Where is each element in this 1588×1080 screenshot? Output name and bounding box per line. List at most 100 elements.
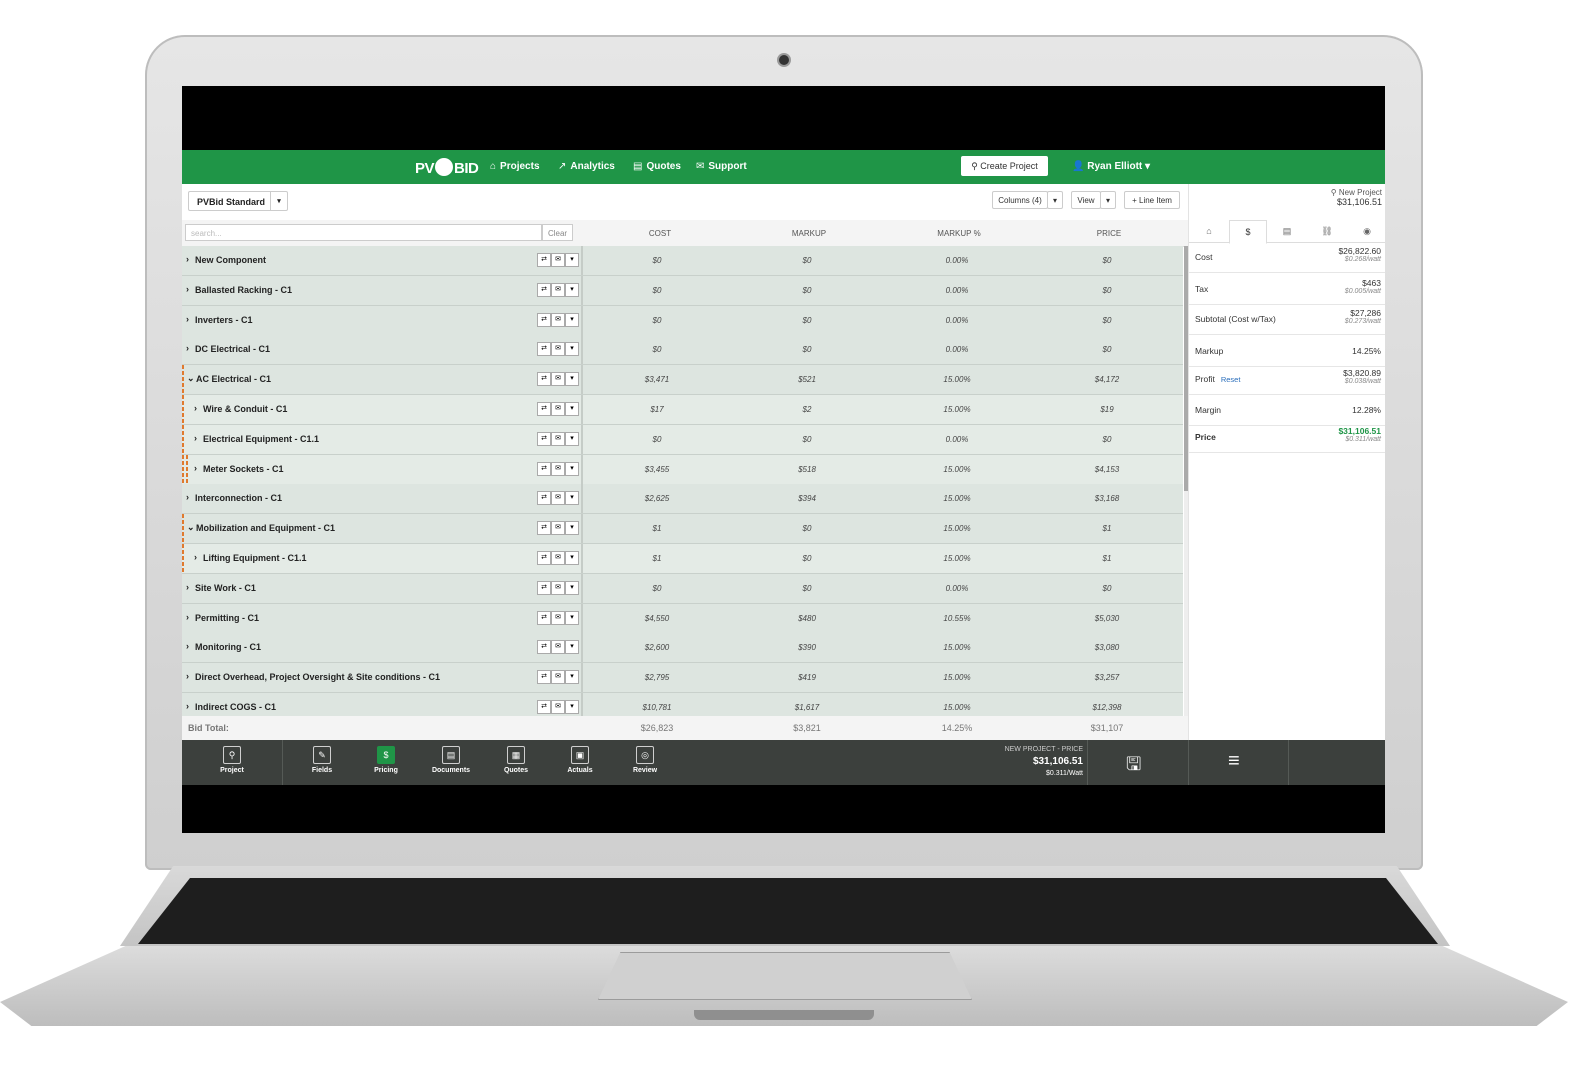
cell-price[interactable]: $4,153 (1094, 464, 1120, 474)
user-menu[interactable]: 👤 Ryan Elliott ▾ (1072, 161, 1151, 172)
comment-icon[interactable]: ✉ (551, 491, 565, 506)
workflow-tab-review[interactable]: ◎ Review (615, 746, 675, 774)
summary-value[interactable]: $3,820.89 $0.038/watt (1343, 368, 1381, 385)
cell-markup[interactable]: $0 (802, 583, 812, 593)
cell-price[interactable]: $1 (1102, 554, 1112, 563)
cell-price[interactable]: $5,030 (1094, 613, 1120, 623)
cell-markup-pct[interactable]: 15.00% (943, 643, 971, 653)
comment-icon[interactable]: ✉ (551, 670, 565, 685)
chevron-right-icon[interactable]: › (186, 492, 189, 503)
pvbid-logo[interactable]: PV BID (415, 158, 479, 177)
columns-caret-icon[interactable]: ▾ (1047, 191, 1063, 209)
comment-icon[interactable]: ✉ (551, 282, 565, 297)
caret-down-icon[interactable]: ▾ (565, 491, 579, 506)
workflow-tab-pricing[interactable]: $ Pricing (356, 746, 416, 774)
cell-markup-pct[interactable]: 15.00% (943, 375, 971, 385)
cell-markup[interactable]: $0 (802, 315, 812, 325)
cell-markup[interactable]: $480 (798, 613, 816, 623)
project-header[interactable]: ⚲ New Project $31,106.51 (1330, 188, 1382, 207)
cell-price[interactable]: $0 (1102, 315, 1112, 325)
create-project-button[interactable]: ⚲ Create Project (961, 156, 1048, 176)
swap-icon[interactable]: ⇄ (537, 700, 551, 714)
table-row[interactable]: › Site Work - C1 ⇄ ✉ ▾ $0 $0 0.00% $0 (182, 573, 1183, 604)
caret-down-icon[interactable]: ▾ (565, 670, 579, 685)
cell-markup-pct[interactable]: 15.00% (943, 703, 971, 712)
comment-icon[interactable]: ✉ (551, 312, 565, 327)
cell-cost[interactable]: $0 (652, 583, 662, 593)
nav-analytics[interactable]: ↗ Analytics (558, 161, 615, 172)
cell-price[interactable]: $0 (1102, 256, 1112, 265)
chevron-right-icon[interactable]: › (186, 701, 189, 711)
cell-price[interactable]: $0 (1102, 345, 1112, 355)
col-header-cost[interactable]: COST (648, 229, 672, 238)
save-icon[interactable]: 🖫 (1126, 754, 1142, 774)
cell-price[interactable]: $1 (1102, 524, 1112, 534)
comment-icon[interactable]: ✉ (551, 640, 565, 655)
chevron-right-icon[interactable]: › (194, 403, 197, 413)
swap-icon[interactable]: ⇄ (537, 491, 551, 506)
cell-markup[interactable]: $0 (802, 554, 812, 563)
swap-icon[interactable]: ⇄ (537, 282, 551, 297)
tab-home[interactable]: ⌂ (1191, 220, 1227, 242)
cell-markup-pct[interactable]: 0.00% (945, 315, 969, 325)
comment-icon[interactable]: ✉ (551, 700, 565, 714)
cell-markup-pct[interactable]: 10.55% (943, 613, 971, 623)
cell-cost[interactable]: $1 (652, 524, 662, 534)
caret-down-icon[interactable]: ▾ (565, 580, 579, 595)
swap-icon[interactable]: ⇄ (537, 640, 551, 655)
comment-icon[interactable]: ✉ (551, 610, 565, 625)
cell-price[interactable]: $12,398 (1092, 703, 1122, 712)
search-input[interactable]: search... (185, 224, 542, 241)
comment-icon[interactable]: ✉ (551, 521, 565, 536)
chevron-right-icon[interactable]: › (186, 283, 189, 294)
cell-cost[interactable]: $2,625 (644, 494, 670, 504)
swap-icon[interactable]: ⇄ (537, 402, 551, 416)
cell-markup[interactable]: $0 (802, 345, 812, 355)
cell-price[interactable]: $0 (1102, 285, 1112, 295)
cell-markup[interactable]: $394 (798, 494, 816, 504)
cell-markup-pct[interactable]: 15.00% (943, 464, 971, 474)
nav-support[interactable]: ✉ Support (696, 161, 747, 172)
cell-cost[interactable]: $17 (650, 405, 664, 414)
cell-markup[interactable]: $518 (798, 464, 816, 474)
cell-price[interactable]: $0 (1102, 583, 1112, 593)
cell-cost[interactable]: $0 (652, 256, 662, 265)
cell-price[interactable]: $19 (1100, 405, 1114, 414)
cell-markup[interactable]: $0 (802, 256, 812, 265)
chevron-right-icon[interactable]: › (186, 254, 189, 264)
table-scrollbar[interactable] (1184, 246, 1188, 716)
cell-price[interactable]: $0 (1102, 434, 1112, 444)
workflow-tab-project[interactable]: ⚲ Project (202, 746, 262, 774)
chevron-right-icon[interactable]: › (194, 552, 197, 562)
chevron-right-icon[interactable]: › (186, 611, 189, 622)
chevron-down-icon[interactable]: ⌄ (187, 373, 195, 384)
cell-markup-pct[interactable]: 0.00% (945, 285, 969, 295)
table-row[interactable]: › Direct Overhead, Project Oversight & Si… (182, 663, 1183, 694)
cell-cost[interactable]: $3,455 (644, 464, 670, 474)
columns-button[interactable]: Columns (4) (992, 191, 1048, 209)
cell-markup-pct[interactable]: 15.00% (943, 524, 971, 534)
cell-cost[interactable]: $3,471 (644, 375, 670, 385)
cell-cost[interactable]: $0 (652, 345, 662, 355)
reset-profit-link[interactable]: Reset (1220, 375, 1241, 384)
workflow-tab-fields[interactable]: ✎ Fields (292, 746, 352, 774)
swap-icon[interactable]: ⇄ (537, 312, 551, 327)
cell-markup-pct[interactable]: 15.00% (943, 494, 971, 504)
table-row[interactable]: › Lifting Equipment - C1.1 ⇄ ✉ ▾ $1 $0 15.00% $1 (182, 544, 1183, 574)
table-row[interactable]: › Electrical Equipment - C1.1 ⇄ ✉ ▾ $0 $0 0.00%… (182, 424, 1183, 455)
table-row[interactable]: › Meter Sockets - C1 ⇄ ✉ ▾ $3,455 $518 15.00% $4… (182, 454, 1183, 485)
cell-markup-pct[interactable]: 15.00% (943, 405, 971, 414)
cell-markup[interactable]: $2 (802, 405, 812, 414)
comment-icon[interactable]: ✉ (551, 431, 565, 446)
table-row[interactable]: › New Component ⇄ ✉ ▾ $0 $0 0.00% $0 (182, 246, 1183, 276)
cell-markup[interactable]: $0 (802, 524, 812, 534)
add-line-item-button[interactable]: + Line Item (1124, 191, 1180, 209)
cell-markup-pct[interactable]: 0.00% (945, 583, 969, 593)
swap-icon[interactable]: ⇄ (537, 610, 551, 625)
caret-down-icon[interactable]: ▾ (565, 372, 579, 387)
cell-cost[interactable]: $0 (652, 315, 662, 325)
scrollbar-thumb[interactable] (1184, 246, 1188, 491)
cell-price[interactable]: $3,257 (1094, 673, 1120, 683)
workflow-tab-actuals[interactable]: ▣ Actuals (550, 746, 610, 774)
table-row[interactable]: › Inverters - C1 ⇄ ✉ ▾ $0 $0 0.00% $0 (182, 305, 1183, 336)
